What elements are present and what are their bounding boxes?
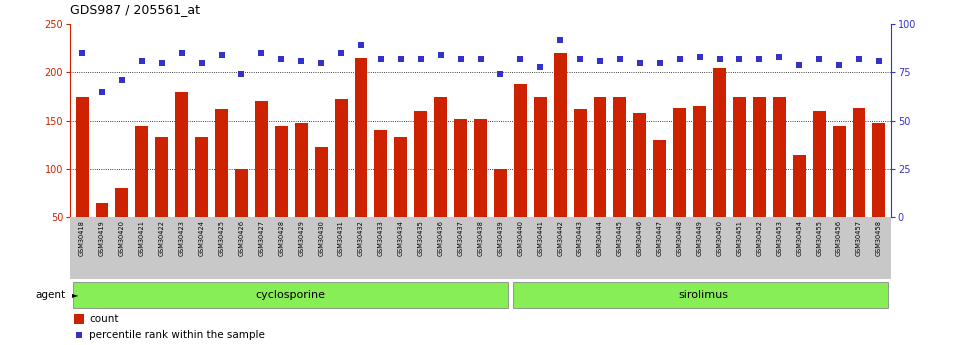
- Text: GSM30434: GSM30434: [398, 220, 404, 256]
- Text: GDS987 / 205561_at: GDS987 / 205561_at: [70, 3, 200, 17]
- Text: GSM30451: GSM30451: [736, 220, 743, 256]
- Bar: [494, 169, 506, 266]
- Text: GSM30454: GSM30454: [797, 220, 802, 256]
- Text: ►: ►: [72, 290, 79, 299]
- Text: GSM30442: GSM30442: [557, 220, 563, 256]
- Text: GSM30445: GSM30445: [617, 220, 623, 256]
- Bar: [513, 282, 888, 308]
- Text: GSM30420: GSM30420: [119, 220, 125, 256]
- Text: percentile rank within the sample: percentile rank within the sample: [89, 331, 265, 340]
- Bar: [713, 68, 726, 266]
- Bar: [533, 97, 547, 266]
- Bar: [375, 130, 387, 266]
- Bar: [574, 109, 586, 266]
- Text: GSM30437: GSM30437: [457, 220, 463, 256]
- Text: GSM30421: GSM30421: [138, 220, 145, 256]
- Text: GSM30433: GSM30433: [378, 220, 383, 256]
- Text: GSM30423: GSM30423: [179, 220, 185, 256]
- Bar: [73, 282, 508, 308]
- Bar: [115, 188, 129, 266]
- Text: sirolimus: sirolimus: [678, 290, 728, 300]
- Text: GSM30446: GSM30446: [637, 220, 643, 256]
- Text: GSM30457: GSM30457: [856, 220, 862, 256]
- Text: agent: agent: [36, 290, 65, 300]
- Text: GSM30450: GSM30450: [717, 220, 723, 256]
- Text: GSM30432: GSM30432: [358, 220, 364, 256]
- Bar: [76, 97, 88, 266]
- Bar: [175, 92, 188, 266]
- Bar: [414, 111, 428, 266]
- Text: GSM30456: GSM30456: [836, 220, 842, 256]
- Bar: [793, 155, 805, 266]
- Text: GSM30419: GSM30419: [99, 220, 105, 256]
- Text: GSM30431: GSM30431: [338, 220, 344, 256]
- Text: GSM30422: GSM30422: [159, 220, 164, 256]
- Text: cyclosporine: cyclosporine: [256, 290, 326, 300]
- Bar: [74, 314, 85, 324]
- Bar: [215, 109, 228, 266]
- Text: count: count: [89, 314, 118, 324]
- Bar: [195, 137, 209, 266]
- Bar: [674, 108, 686, 266]
- Bar: [355, 58, 367, 266]
- Bar: [733, 97, 746, 266]
- Text: GSM30448: GSM30448: [677, 220, 682, 256]
- Bar: [554, 53, 567, 266]
- Bar: [136, 126, 148, 266]
- Text: GSM30426: GSM30426: [238, 220, 244, 256]
- Bar: [455, 119, 467, 266]
- Bar: [773, 97, 786, 266]
- Text: GSM30440: GSM30440: [517, 220, 524, 256]
- Bar: [95, 203, 109, 266]
- Bar: [235, 169, 248, 266]
- Text: GSM30455: GSM30455: [816, 220, 823, 256]
- Text: GSM30444: GSM30444: [597, 220, 603, 256]
- Bar: [394, 137, 407, 266]
- Bar: [852, 108, 866, 266]
- Bar: [156, 137, 168, 266]
- Text: GSM30435: GSM30435: [418, 220, 424, 256]
- Text: GSM30447: GSM30447: [656, 220, 663, 256]
- Bar: [653, 140, 666, 266]
- Bar: [633, 113, 647, 266]
- Bar: [514, 84, 527, 266]
- Bar: [255, 101, 268, 266]
- Text: GSM30453: GSM30453: [776, 220, 782, 256]
- Text: GSM30418: GSM30418: [79, 220, 86, 256]
- Text: GSM30427: GSM30427: [259, 220, 264, 256]
- Bar: [334, 99, 348, 266]
- Bar: [832, 126, 846, 266]
- Bar: [873, 123, 885, 266]
- Text: GSM30441: GSM30441: [537, 220, 543, 256]
- Text: GSM30438: GSM30438: [478, 220, 483, 256]
- Text: GSM30458: GSM30458: [875, 220, 882, 256]
- Text: GSM30439: GSM30439: [498, 220, 504, 256]
- Text: GSM30436: GSM30436: [437, 220, 444, 256]
- Text: GSM30429: GSM30429: [298, 220, 305, 256]
- Text: GSM30425: GSM30425: [218, 220, 225, 256]
- Bar: [474, 119, 487, 266]
- Text: GSM30452: GSM30452: [756, 220, 762, 256]
- Bar: [594, 97, 606, 266]
- Bar: [434, 97, 447, 266]
- Bar: [295, 123, 308, 266]
- Bar: [613, 97, 627, 266]
- Bar: [813, 111, 825, 266]
- Bar: [752, 97, 766, 266]
- Text: GSM30443: GSM30443: [578, 220, 583, 256]
- Text: GSM30428: GSM30428: [279, 220, 284, 256]
- Bar: [693, 106, 706, 266]
- Bar: [275, 126, 287, 266]
- Bar: [314, 147, 328, 266]
- Text: GSM30424: GSM30424: [199, 220, 205, 256]
- Text: GSM30449: GSM30449: [697, 220, 702, 256]
- Text: GSM30430: GSM30430: [318, 220, 324, 256]
